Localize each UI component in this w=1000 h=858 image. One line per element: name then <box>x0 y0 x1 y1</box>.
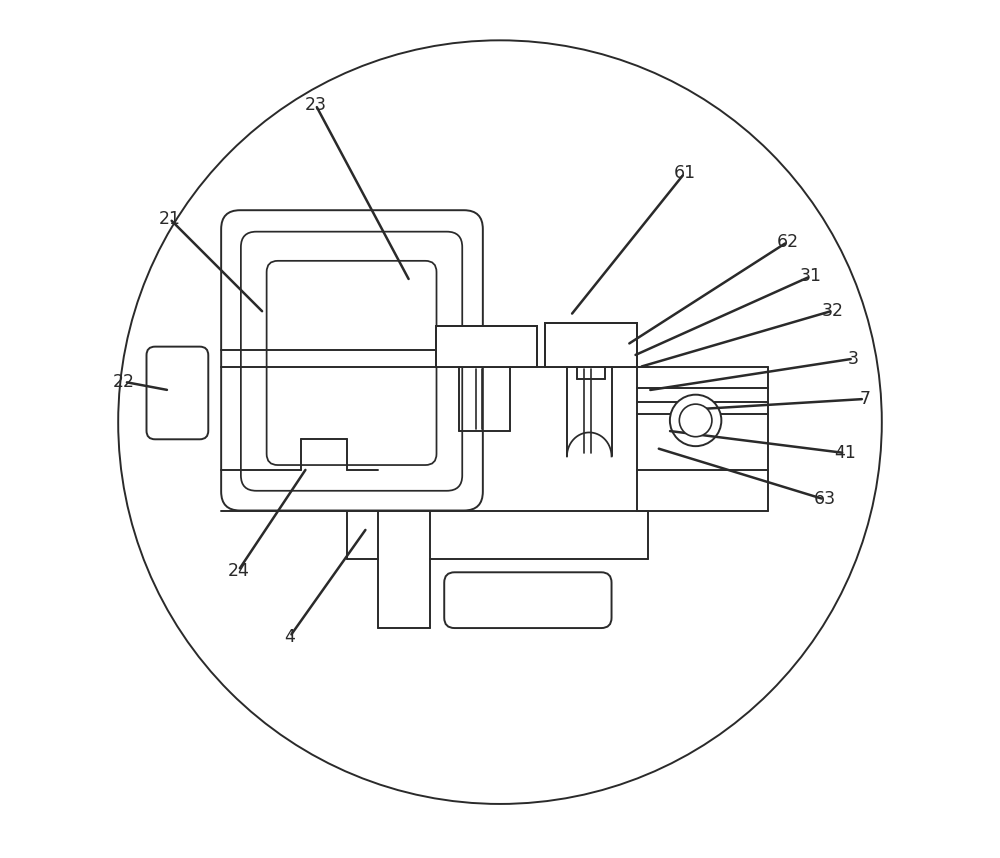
FancyBboxPatch shape <box>267 261 437 465</box>
Text: 24: 24 <box>227 562 249 579</box>
Text: 62: 62 <box>776 233 798 251</box>
Text: 61: 61 <box>673 165 696 182</box>
Text: 21: 21 <box>159 210 181 227</box>
FancyBboxPatch shape <box>241 232 462 491</box>
Text: 23: 23 <box>305 96 327 113</box>
Text: 22: 22 <box>113 373 135 390</box>
Text: 7: 7 <box>859 390 870 408</box>
Circle shape <box>670 395 721 446</box>
FancyBboxPatch shape <box>444 572 612 628</box>
Text: 4: 4 <box>284 628 295 645</box>
Bar <box>545 323 637 367</box>
FancyBboxPatch shape <box>221 210 483 511</box>
Text: 31: 31 <box>800 268 822 285</box>
Circle shape <box>118 40 882 804</box>
Text: 41: 41 <box>834 444 856 462</box>
Text: 63: 63 <box>813 491 835 508</box>
Text: 32: 32 <box>822 302 844 319</box>
FancyBboxPatch shape <box>147 347 208 439</box>
Text: 3: 3 <box>848 350 859 367</box>
Circle shape <box>679 404 712 437</box>
Bar <box>436 326 537 367</box>
